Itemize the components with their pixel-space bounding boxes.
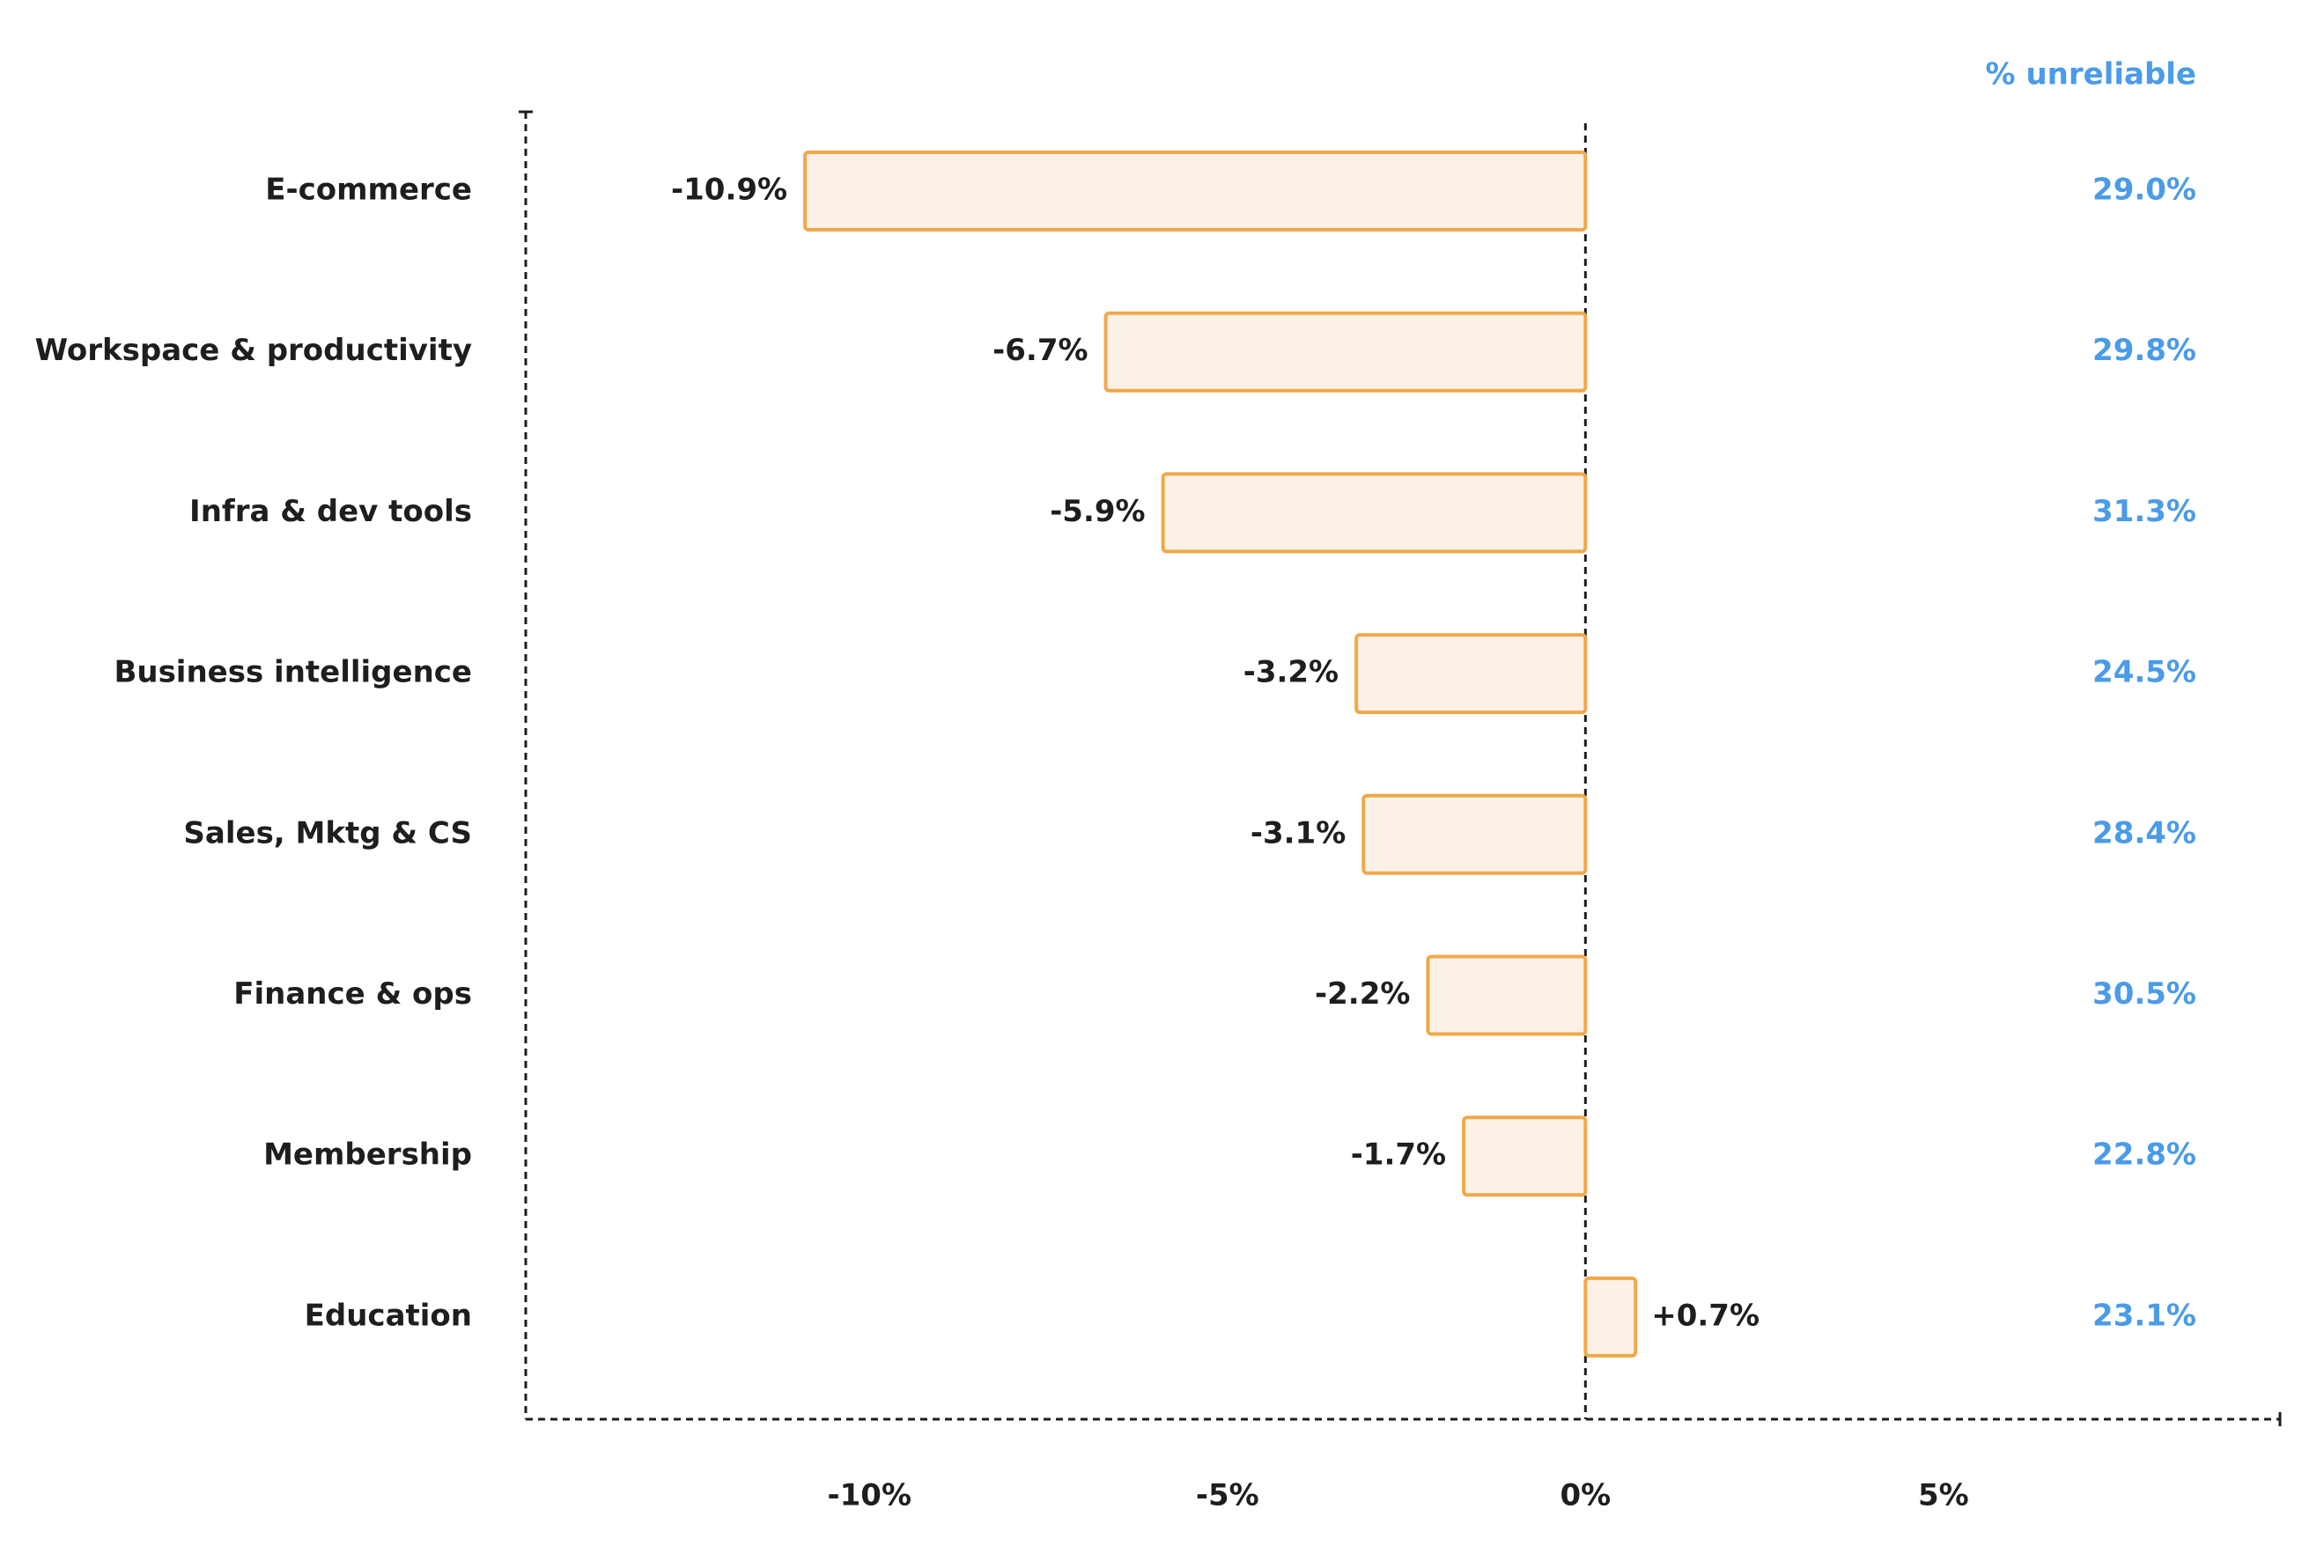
x-tick-label: 0% <box>1560 1478 1611 1513</box>
unreliable-label: 29.8% <box>2092 333 2196 368</box>
bar <box>1426 954 1588 1036</box>
bar <box>1462 1115 1588 1197</box>
category-label: Business intelligence <box>114 655 472 690</box>
category-label: Infra & dev tools <box>189 494 472 529</box>
bar <box>1583 1276 1638 1358</box>
value-label: -6.7% <box>992 333 1088 368</box>
category-label: Sales, Mktg & CS <box>183 815 472 850</box>
x-tick-label: -5% <box>1196 1478 1259 1513</box>
bar <box>1361 793 1588 875</box>
unreliable-label: 31.3% <box>2092 494 2196 529</box>
value-label: -5.9% <box>1050 494 1145 529</box>
category-label: Finance & ops <box>233 976 472 1012</box>
unreliable-label: 29.0% <box>2092 173 2196 208</box>
bar <box>1103 311 1588 393</box>
unreliable-label: 30.5% <box>2092 976 2196 1012</box>
bar <box>1161 472 1588 554</box>
bar <box>803 151 1588 232</box>
unreliable-title: % unreliable <box>1986 57 2196 92</box>
unreliable-label: 23.1% <box>2092 1298 2196 1333</box>
category-label: Workspace & productivity <box>35 333 472 368</box>
bar <box>1354 633 1588 715</box>
unreliable-label: 22.8% <box>2092 1137 2196 1173</box>
value-label: +0.7% <box>1651 1298 1760 1333</box>
category-label: Membership <box>263 1137 472 1173</box>
x-tick-label: 5% <box>1918 1478 1969 1513</box>
category-label: Education <box>305 1298 472 1333</box>
value-label: -3.2% <box>1243 655 1339 690</box>
value-label: -10.9% <box>671 173 787 208</box>
value-label: -3.1% <box>1251 815 1346 850</box>
unreliable-label: 24.5% <box>2092 655 2196 690</box>
x-tick-label: -10% <box>828 1478 912 1513</box>
unreliable-label: 28.4% <box>2092 815 2196 850</box>
value-label: -2.2% <box>1315 976 1410 1012</box>
value-label: -1.7% <box>1351 1137 1446 1173</box>
category-label: E-commerce <box>265 173 472 208</box>
